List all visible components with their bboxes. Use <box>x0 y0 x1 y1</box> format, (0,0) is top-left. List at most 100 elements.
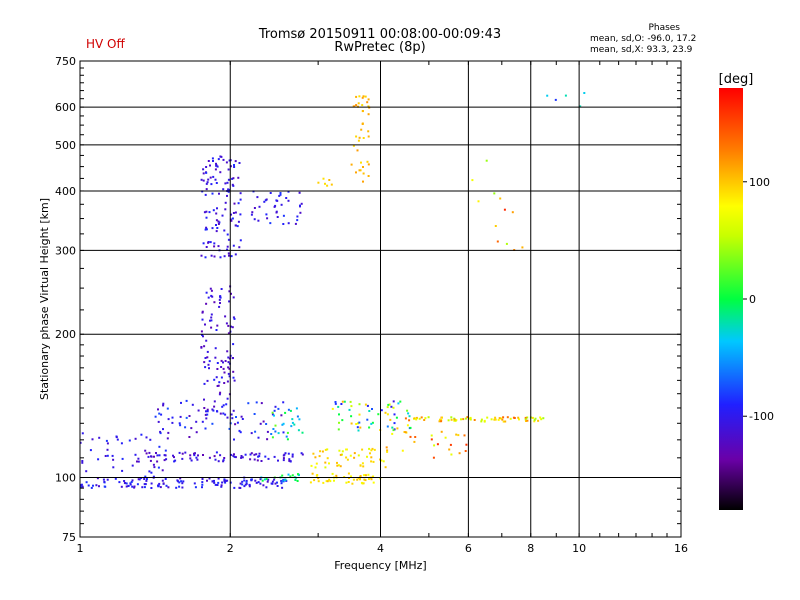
data-point <box>485 159 488 162</box>
x-tick-label: 16 <box>674 542 688 555</box>
data-point <box>129 483 132 486</box>
data-point <box>232 409 235 412</box>
data-point <box>233 317 236 320</box>
data-point <box>214 168 217 171</box>
data-point <box>184 451 187 454</box>
data-point <box>277 407 280 410</box>
data-point <box>392 429 395 432</box>
data-point <box>221 405 224 408</box>
data-point <box>357 102 360 105</box>
data-point <box>322 481 325 484</box>
data-point <box>165 458 168 461</box>
data-point <box>259 478 262 481</box>
data-point <box>353 105 356 108</box>
data-point <box>137 457 140 460</box>
data-point <box>286 438 289 441</box>
data-point <box>533 420 536 423</box>
data-point <box>330 183 333 186</box>
data-point <box>193 454 196 457</box>
data-point <box>282 457 285 460</box>
data-point <box>367 105 370 108</box>
data-point <box>364 479 367 482</box>
data-point <box>377 413 380 416</box>
data-point <box>288 458 291 461</box>
data-point <box>217 245 220 248</box>
data-point <box>182 480 185 483</box>
data-point <box>161 469 164 472</box>
data-point <box>203 211 206 214</box>
data-point <box>251 211 254 214</box>
data-point <box>225 161 228 164</box>
data-point <box>206 410 209 413</box>
data-point <box>265 423 268 425</box>
data-point <box>358 169 361 172</box>
data-point <box>509 417 512 420</box>
data-point <box>392 400 395 403</box>
data-point <box>106 442 109 445</box>
data-point <box>291 418 294 421</box>
data-point <box>281 480 284 483</box>
data-point <box>324 448 327 451</box>
data-point <box>380 409 383 412</box>
data-point <box>210 319 213 322</box>
data-point <box>350 163 353 166</box>
data-point <box>201 478 204 480</box>
data-point <box>181 482 184 485</box>
data-point <box>205 246 208 248</box>
data-point <box>250 452 253 455</box>
data-point <box>349 400 352 403</box>
data-point <box>112 466 115 469</box>
colorbar-tick-label: 0 <box>749 293 756 306</box>
data-point <box>363 474 366 477</box>
data-point <box>191 403 194 406</box>
data-point <box>204 366 207 369</box>
data-point <box>321 450 324 453</box>
data-point <box>164 454 167 457</box>
data-point <box>361 122 364 125</box>
data-point <box>297 473 299 476</box>
data-point <box>166 437 169 440</box>
data-point <box>220 376 223 379</box>
data-point <box>211 422 214 425</box>
data-point <box>389 418 392 421</box>
data-point <box>97 458 100 461</box>
data-point <box>363 478 366 481</box>
data-point <box>356 478 359 481</box>
data-point <box>331 407 334 410</box>
data-point <box>220 366 223 368</box>
data-point <box>188 415 191 417</box>
data-point <box>326 480 329 483</box>
data-point <box>221 481 224 484</box>
data-point <box>357 477 360 480</box>
data-point <box>362 465 365 468</box>
data-point <box>240 415 243 418</box>
data-point <box>337 464 340 467</box>
data-point <box>343 476 346 478</box>
data-point <box>371 447 374 450</box>
data-point <box>212 160 214 162</box>
data-point <box>121 457 124 460</box>
data-point <box>285 435 288 438</box>
data-point <box>283 453 286 456</box>
data-point <box>366 101 369 104</box>
data-point <box>155 452 157 454</box>
data-point <box>216 207 218 210</box>
data-point <box>499 197 502 200</box>
data-point <box>215 376 218 379</box>
data-point <box>399 400 402 403</box>
data-point <box>193 482 196 485</box>
data-point <box>171 416 174 419</box>
data-point <box>280 482 283 485</box>
hv-status: HV Off <box>86 37 125 51</box>
data-point <box>423 419 426 421</box>
data-point <box>349 454 352 457</box>
data-point <box>211 192 214 195</box>
data-point <box>526 416 529 419</box>
data-point <box>372 481 375 484</box>
data-point <box>420 416 423 419</box>
data-point <box>201 310 204 313</box>
data-point <box>202 172 205 175</box>
data-point <box>206 379 209 382</box>
data-point <box>205 210 208 213</box>
